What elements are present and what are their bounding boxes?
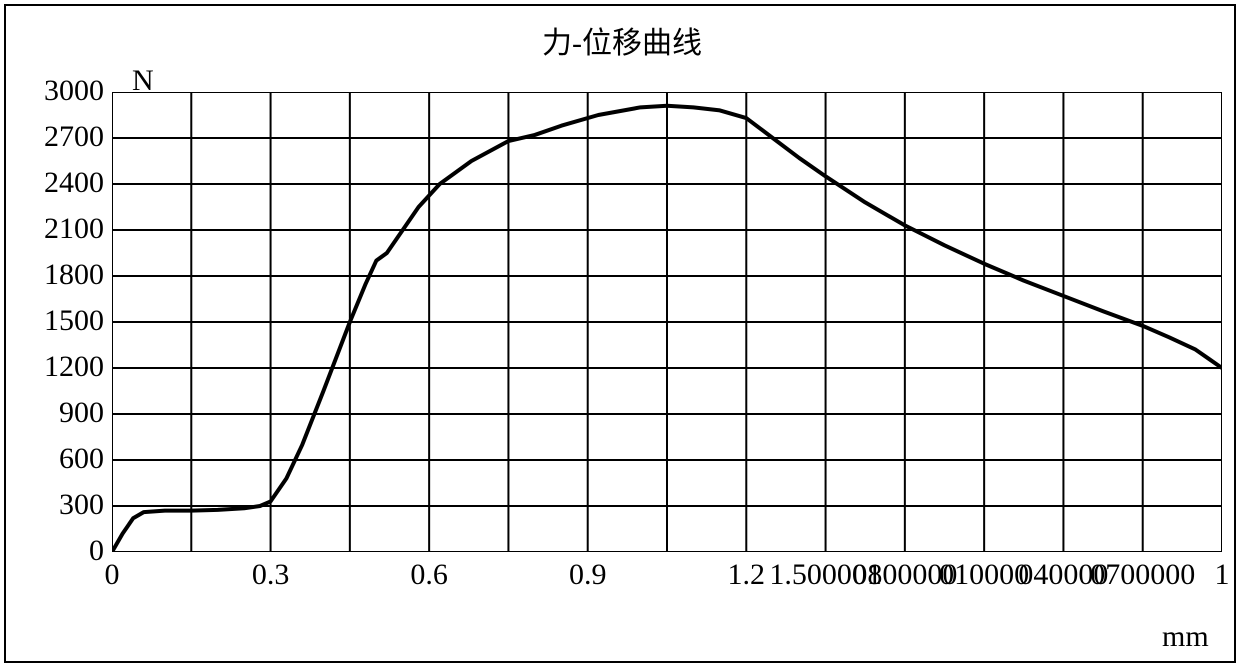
y-tick-label: 900 xyxy=(14,396,104,430)
x-tick-label: 1.2 xyxy=(728,558,766,592)
x-tick-label: 010000 xyxy=(939,558,1029,592)
x-tick-label: 0.9 xyxy=(569,558,607,592)
plot-area xyxy=(112,92,1222,552)
x-axis-unit: mm xyxy=(1162,620,1209,654)
y-tick-label: 1500 xyxy=(14,304,104,338)
y-tick-label: 2100 xyxy=(14,212,104,246)
x-tick-label: 0 xyxy=(105,558,120,592)
y-tick-label: 600 xyxy=(14,442,104,476)
y-tick-label: 2400 xyxy=(14,166,104,200)
x-tick-label: 0.6 xyxy=(410,558,448,592)
x-tick-label: 1 xyxy=(1215,558,1230,592)
x-tick-label: 0700000 xyxy=(1090,558,1195,592)
y-tick-label: 0 xyxy=(14,534,104,568)
y-tick-label: 300 xyxy=(14,488,104,522)
y-tick-label: 3000 xyxy=(14,74,104,108)
y-tick-label: 1800 xyxy=(14,258,104,292)
chart-title: 力-位移曲线 xyxy=(542,18,702,62)
x-tick-label: 0.3 xyxy=(252,558,290,592)
y-tick-label: 1200 xyxy=(14,350,104,384)
chart-frame: 力-位移曲线 N mm 0300600900120015001800210024… xyxy=(4,4,1236,663)
y-tick-label: 2700 xyxy=(14,120,104,154)
